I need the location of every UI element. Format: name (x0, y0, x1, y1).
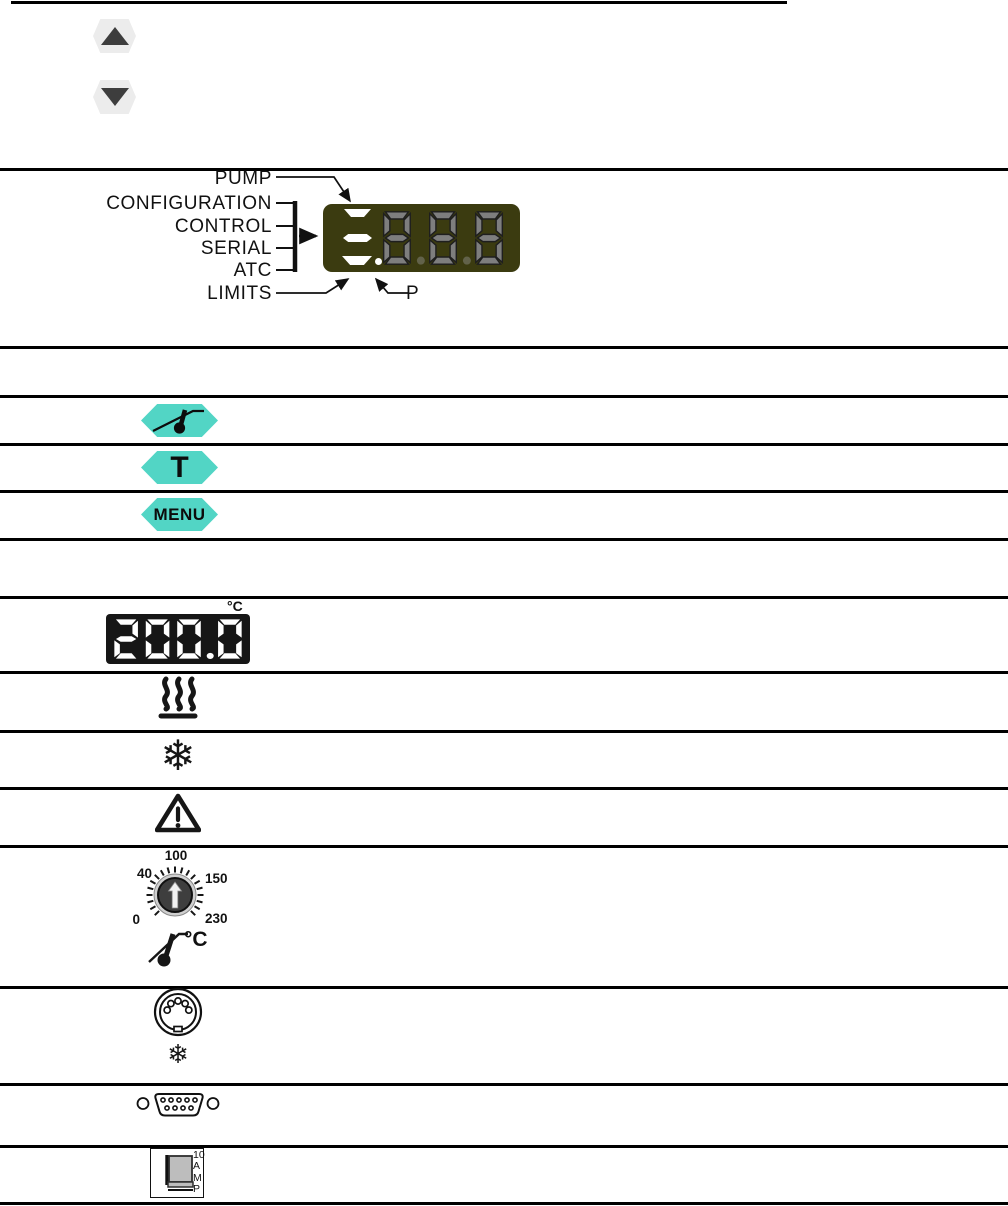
heating-icon (158, 676, 198, 719)
temperature-display (106, 614, 250, 664)
dial-label-150: 150 (205, 871, 228, 886)
section-divider (0, 787, 1008, 790)
section-divider (0, 1083, 1008, 1086)
dial-label-100: 100 (164, 848, 188, 863)
probe-key[interactable] (141, 404, 218, 437)
section-divider (0, 490, 1008, 493)
din-connector-icon (153, 987, 203, 1037)
thermometer-probe-icon (152, 409, 204, 434)
pump-indicator (344, 209, 371, 217)
section-divider (0, 443, 1008, 446)
label-configuration: CONFIGURATION (106, 193, 272, 214)
label-limits: LIMITS (207, 283, 272, 304)
fuse-holder (150, 1148, 204, 1198)
section-divider (0, 845, 1008, 848)
fuse-rating-unit-p: P (193, 1182, 201, 1195)
db9-serial-connector-icon (136, 1093, 220, 1117)
segment-display (323, 204, 520, 272)
section-divider (0, 168, 1008, 171)
fuse-rating-unit-a: A (193, 1160, 201, 1173)
safety-dial-knob[interactable] (141, 861, 209, 929)
menu-key[interactable]: MENU (141, 498, 218, 531)
down-arrow-icon (100, 88, 129, 106)
din-snowflake-icon: ❄ (167, 1039, 189, 1069)
warning-icon (155, 793, 201, 833)
section-divider (0, 1145, 1008, 1148)
callout-lines (276, 176, 408, 294)
t-key-label: T (170, 450, 189, 484)
dial-unit: °C (184, 928, 208, 951)
down-button[interactable] (93, 80, 136, 114)
p-indicator-dot (375, 258, 382, 265)
fuse-icon (165, 1155, 194, 1191)
fuse-rating-unit-m: M (193, 1171, 202, 1184)
section-divider (0, 986, 1008, 989)
t-key[interactable]: T (141, 451, 218, 484)
segment-digits (381, 210, 505, 266)
section-divider (0, 596, 1008, 599)
label-p: P (406, 283, 419, 304)
section-divider (0, 730, 1008, 733)
dial-label-40: 40 (136, 866, 152, 881)
menu-key-label: MENU (153, 504, 206, 524)
section-divider (0, 671, 1008, 674)
thermometer-probe-icon (148, 932, 188, 967)
label-pump: PUMP (214, 168, 272, 189)
limits-indicator (342, 256, 372, 265)
dial-label-0: 0 (132, 912, 140, 927)
dial-pointer (167, 881, 183, 909)
temperature-digits (112, 618, 244, 660)
section-divider (0, 395, 1008, 398)
up-button[interactable] (93, 19, 136, 53)
label-serial: SERIAL (200, 238, 272, 259)
fuse-rating-value: 10 (193, 1149, 205, 1161)
up-arrow-icon (100, 27, 129, 45)
menu-group-indicator (343, 234, 372, 242)
temperature-unit: °C (227, 598, 243, 614)
top-rule (11, 1, 787, 4)
fuse-rating: 10 A M P (193, 1149, 205, 1195)
label-atc: ATC (233, 260, 272, 281)
dial-label-230: 230 (205, 911, 228, 926)
section-divider (0, 346, 1008, 349)
label-control: CONTROL (174, 216, 272, 237)
section-divider (0, 1202, 1008, 1205)
section-divider (0, 538, 1008, 541)
snowflake-icon: ❄ (160, 732, 196, 779)
